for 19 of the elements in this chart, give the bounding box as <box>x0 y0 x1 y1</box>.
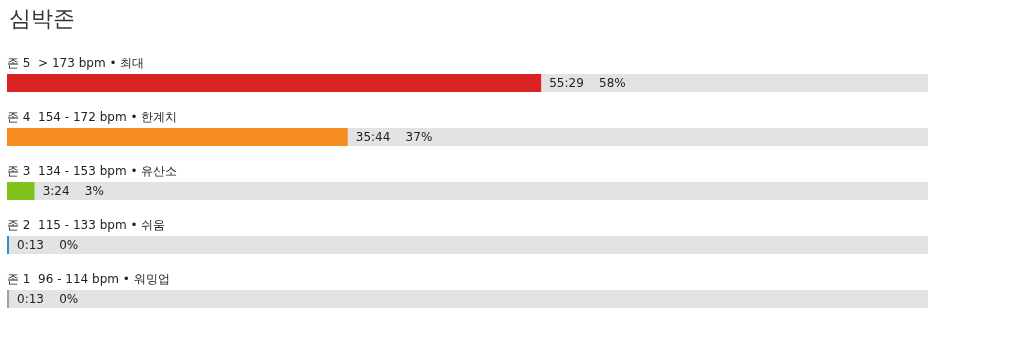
data-label: 0:13 0% <box>17 238 79 252</box>
y-tick-label: 존 5 > 173 bpm • 최대 <box>7 56 145 70</box>
bar <box>7 236 928 254</box>
data-label: 55:29 58% <box>549 76 626 90</box>
bar <box>347 128 928 146</box>
bar <box>541 74 928 92</box>
y-tick-label: 존 4 154 - 172 bpm • 한계치 <box>7 110 178 124</box>
y-tick-label: 존 1 96 - 114 bpm • 워밍업 <box>7 272 170 286</box>
bar <box>7 290 928 308</box>
y-tick-label: 존 2 115 - 133 bpm • 쉬움 <box>7 218 166 232</box>
data-label: 35:44 37% <box>355 130 433 144</box>
data-label: 3:24 3% <box>42 184 104 198</box>
bar <box>7 74 542 92</box>
bar <box>7 128 348 146</box>
bar <box>7 182 35 200</box>
chart-title: 심박존 <box>9 5 75 31</box>
y-tick-label: 존 3 134 - 153 bpm • 유산소 <box>7 164 178 178</box>
data-label: 0:13 0% <box>17 292 79 306</box>
bar <box>34 182 928 200</box>
